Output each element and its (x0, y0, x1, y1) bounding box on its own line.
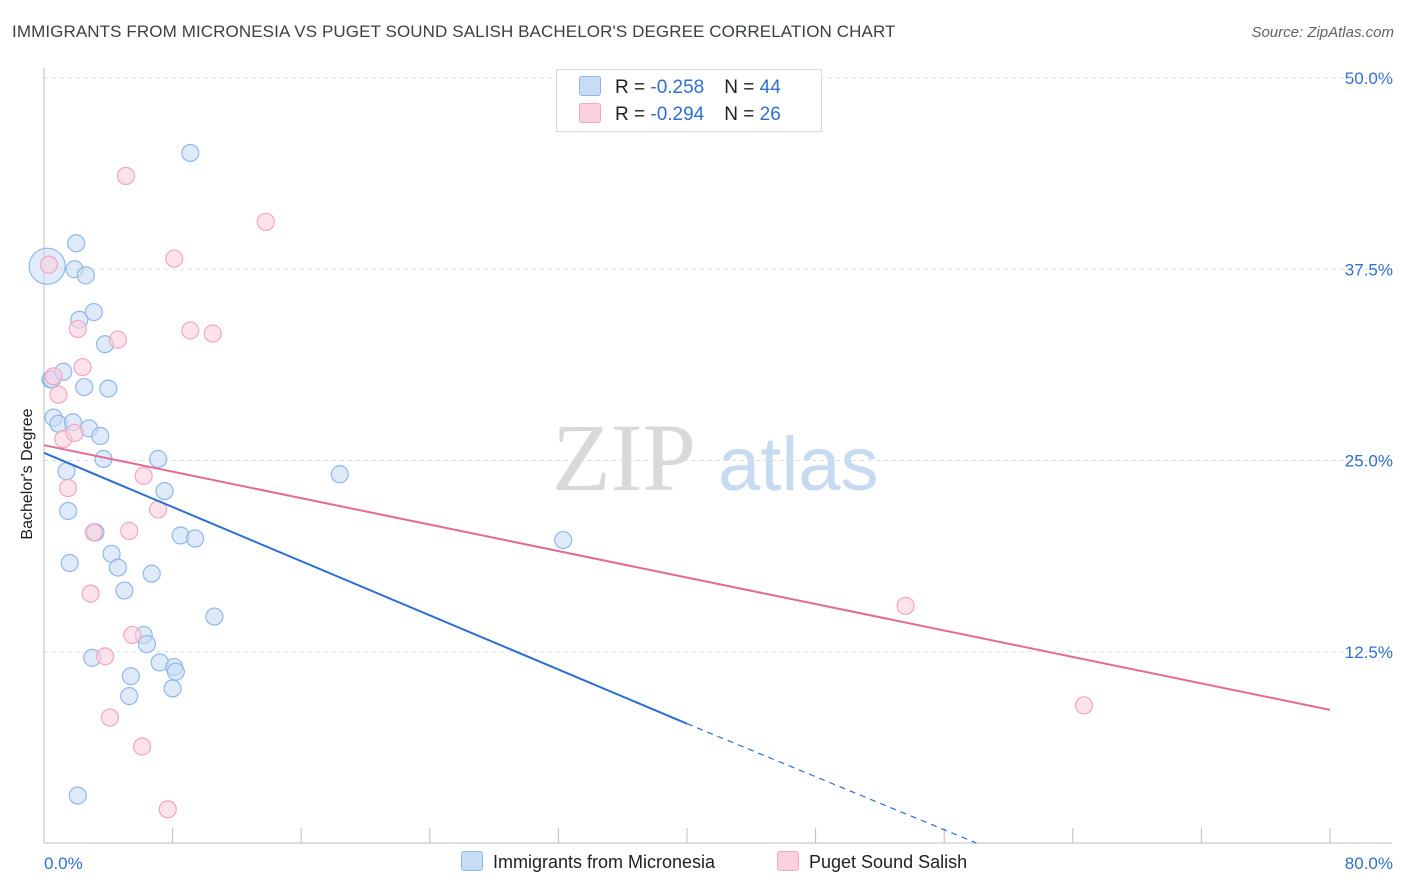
r-value: -0.258 (650, 77, 705, 98)
micronesia-trendline (43, 451, 688, 725)
salish-point (73, 358, 92, 377)
salish-point (100, 708, 120, 727)
salish-trendline (43, 444, 1331, 711)
micronesia-point (121, 667, 140, 686)
y-tick-label: 25.0% (1345, 452, 1393, 471)
y-tick-label: 50.0% (1345, 69, 1393, 88)
r-label: R = (615, 77, 651, 98)
micronesia-point (137, 634, 156, 654)
micronesia-point (68, 786, 87, 805)
micronesia-point (75, 377, 94, 397)
micronesia-point (120, 687, 139, 706)
salish-point (68, 319, 87, 339)
salish-point (84, 523, 103, 542)
salish-point (181, 321, 200, 340)
stats-row-micronesia: R = -0.258 N = 44 (579, 76, 781, 98)
salish-point (123, 625, 142, 645)
micronesia-point (163, 679, 182, 698)
legend-item-micronesia: Immigrants from Micronesia (461, 851, 715, 873)
micronesia-point (76, 266, 95, 285)
salish-point (120, 521, 139, 540)
salish-point (59, 478, 78, 498)
salish-point (44, 367, 63, 386)
n-value: 44 (759, 77, 781, 98)
salish-point (165, 249, 184, 268)
watermark-atlas: atlas (718, 422, 879, 507)
micronesia-point (99, 379, 118, 398)
n-value: 26 (759, 104, 781, 125)
salish-swatch (579, 103, 601, 123)
salish-point (1074, 696, 1094, 715)
stats-legend: R = -0.258 N = 44 R = -0.294 N = 26 (556, 69, 822, 132)
source-credit: Source: ZipAtlas.com (1251, 24, 1394, 41)
salish-legend-swatch (777, 851, 799, 871)
salish-point (116, 166, 136, 186)
micronesia-point (186, 529, 205, 548)
salish-point (203, 324, 222, 343)
legend-label: Puget Sound Salish (809, 852, 968, 872)
watermark-zip: ZIP (552, 404, 696, 511)
legend-item-salish: Puget Sound Salish (777, 851, 967, 873)
n-label: N = (724, 77, 760, 98)
micronesia-point (554, 530, 573, 550)
n-label: N = (724, 104, 760, 125)
salish-point (81, 584, 100, 603)
r-label: R = (615, 104, 651, 125)
micronesia-point (108, 558, 128, 577)
micronesia-point (166, 662, 185, 681)
salish-point (256, 212, 275, 231)
micronesia-legend-swatch (461, 851, 483, 871)
micronesia-point (149, 449, 168, 469)
legend-label: Immigrants from Micronesia (493, 852, 716, 872)
x-tick-label-min: 0.0% (44, 854, 83, 873)
r-value: -0.294 (650, 104, 705, 125)
micronesia-point (205, 607, 224, 626)
stats-row-salish: R = -0.294 N = 26 (579, 103, 781, 125)
salish-point (158, 800, 177, 819)
micronesia-point (84, 302, 103, 322)
micronesia-point (142, 564, 161, 583)
salish-point (39, 255, 58, 274)
micronesia-point (91, 426, 110, 446)
salish-point (896, 596, 915, 615)
micronesia-swatch (579, 76, 601, 96)
micronesia-point (330, 465, 349, 484)
x-tick-label-max: 80.0% (1345, 854, 1393, 873)
salish-point (132, 737, 152, 756)
y-tick-label: 12.5% (1345, 643, 1393, 662)
micronesia-point (181, 143, 200, 163)
salish-point (65, 423, 84, 443)
micronesia-point (60, 553, 79, 573)
micronesia-point (67, 234, 86, 253)
salish-point (108, 330, 128, 349)
salish-point (49, 385, 68, 404)
y-tick-label: 37.5% (1345, 260, 1393, 279)
chart-title: IMMIGRANTS FROM MICRONESIA VS PUGET SOUN… (12, 22, 896, 41)
micronesia-point (115, 581, 134, 600)
salish-point (134, 466, 153, 485)
micronesia-trendline-extension (686, 723, 977, 844)
salish-point (95, 647, 115, 666)
micronesia-point (59, 501, 78, 521)
micronesia-point (155, 482, 174, 501)
